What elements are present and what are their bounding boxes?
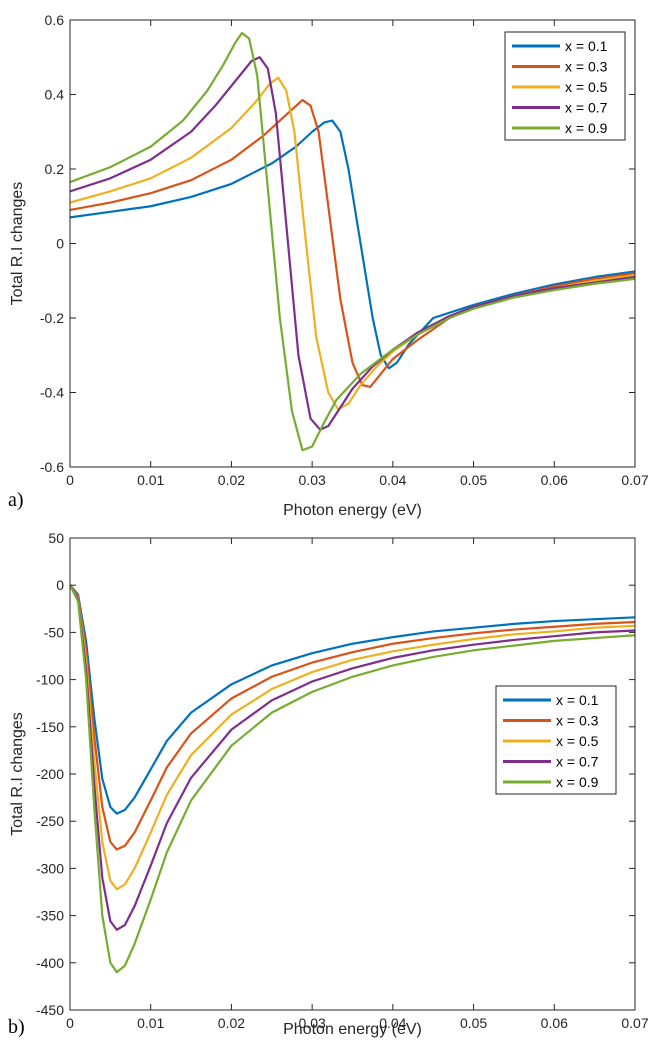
y-tick-label: 50: [48, 530, 64, 546]
x-tick-label: 0.06: [541, 1015, 568, 1031]
legend-entry-5: x = 0.9: [556, 774, 599, 790]
x-axis-label: Photon energy (eV): [283, 502, 422, 519]
series-line-4: [70, 56, 635, 431]
y-tick-label: -0.6: [40, 459, 64, 475]
legend-entry-4: x = 0.7: [556, 754, 599, 770]
x-tick-label: 0.02: [218, 1015, 245, 1031]
y-tick-label: -400: [36, 955, 64, 971]
series-line-1: [70, 119, 635, 370]
chart-panel-b: b) 0 0.01 0.02 0.03 0.04 0.05 0.06 0.07 -450 -400…: [8, 530, 649, 1038]
y-tick-label: -100: [36, 672, 64, 688]
panel-label-b: b): [8, 1016, 25, 1038]
legend: x = 0.1 x = 0.3 x = 0.5 x = 0.7 x = 0.9: [495, 685, 617, 795]
x-tick-label: 0.07: [621, 1015, 648, 1031]
x-axis-label: Photon energy (eV): [283, 1021, 422, 1038]
legend-entry-3: x = 0.5: [565, 79, 608, 95]
legend-entry-4: x = 0.7: [565, 100, 608, 116]
series-line-5: [70, 584, 635, 974]
x-tick-label: 0.05: [460, 472, 487, 488]
legend-entry-1: x = 0.1: [565, 38, 608, 54]
series-line-4: [70, 584, 635, 931]
x-tick-label: 0: [66, 472, 74, 488]
x-tick-label: 0: [66, 1015, 74, 1031]
y-tick-label: -200: [36, 766, 64, 782]
y-tick-label: 0: [56, 577, 64, 593]
y-tick-label: -250: [36, 813, 64, 829]
y-tick-label: -450: [36, 1002, 64, 1018]
y-axis-label: Total R.I changes: [9, 182, 26, 306]
x-tick-label: 0.04: [379, 472, 406, 488]
legend-entry-1: x = 0.1: [556, 692, 599, 708]
legend-entry-3: x = 0.5: [556, 733, 599, 749]
y-tick-label: -300: [36, 860, 64, 876]
y-tick-label: -50: [44, 624, 64, 640]
y-tick-label: -0.4: [40, 385, 64, 401]
panel-label-a: a): [8, 489, 24, 511]
series-line-2: [70, 584, 635, 851]
x-tick-label: 0.01: [137, 1015, 164, 1031]
legend-entry-5: x = 0.9: [565, 120, 608, 136]
chart-panel-a: a) 0 0.01 0.02 0.03 0.04 0.05 0.06 0.07 -0.6 -0.4…: [8, 12, 649, 519]
x-tick-label: 0.03: [299, 1015, 326, 1031]
legend-entry-2: x = 0.3: [565, 59, 608, 75]
y-axis-label: Total R.I changes: [9, 712, 26, 836]
y-tick-label: 0.4: [45, 87, 65, 103]
x-tick-label: 0.06: [541, 472, 568, 488]
x-tick-label: 0.04: [379, 1015, 406, 1031]
series-line-3: [70, 584, 635, 891]
x-tick-label: 0.07: [621, 472, 648, 488]
x-tick-label: 0.01: [137, 472, 164, 488]
x-tick-label: 0.02: [218, 472, 245, 488]
y-tick-label: -0.2: [40, 310, 64, 326]
y-tick-label: 0: [56, 236, 64, 252]
series-line-5: [70, 31, 635, 452]
legend-entry-2: x = 0.3: [556, 713, 599, 729]
legend: x = 0.1 x = 0.3 x = 0.5 x = 0.7 x = 0.9: [504, 31, 626, 141]
y-tick-label: 0.6: [45, 12, 65, 28]
y-tick-label: 0.2: [45, 161, 65, 177]
y-tick-label: -350: [36, 908, 64, 924]
series-line-1: [70, 584, 635, 815]
x-tick-label: 0.05: [460, 1015, 487, 1031]
x-tick-label: 0.03: [299, 472, 326, 488]
y-tick-label: -150: [36, 719, 64, 735]
